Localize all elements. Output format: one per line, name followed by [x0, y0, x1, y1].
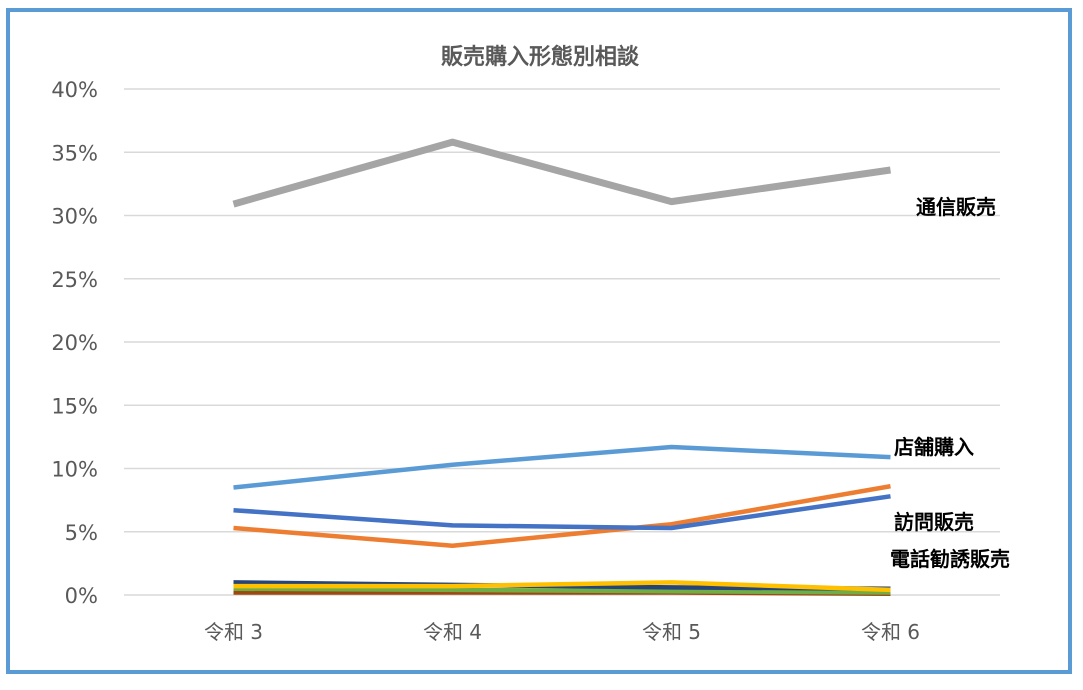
- annotation-denwa: 電話勧誘販売: [890, 547, 1010, 571]
- y-axis-ticks: 0% 5% 10% 15% 20% 25% 30% 35% 40%: [51, 78, 98, 608]
- y-tick-label: 5%: [65, 521, 98, 545]
- annotation-houmon: 訪問販売: [894, 510, 974, 534]
- y-tick-label: 35%: [51, 141, 98, 165]
- gridlines: [124, 88, 1000, 596]
- series-line-1: [233, 444, 891, 490]
- x-tick-label: 令和 5: [642, 620, 701, 644]
- x-tick-label: 令和 3: [204, 620, 263, 644]
- x-tick-label: 令和 6: [861, 620, 920, 644]
- annotations: 通信販売 店舗購入 訪問販売 電話勧誘販売: [890, 195, 1010, 571]
- annotation-tenpo: 店舗購入: [894, 435, 974, 459]
- series-line-6: [233, 586, 891, 595]
- y-tick-label: 40%: [51, 78, 98, 102]
- annotation-tsushin: 通信販売: [916, 195, 996, 219]
- series-line-2: [233, 494, 891, 531]
- x-axis-ticks: 令和 3 令和 4 令和 5 令和 6: [204, 620, 920, 644]
- chart-frame: [6, 8, 1072, 674]
- y-tick-label: 25%: [51, 268, 98, 292]
- y-tick-label: 30%: [51, 205, 98, 229]
- x-tick-label: 令和 4: [423, 620, 482, 644]
- series-line-4: [233, 580, 891, 593]
- y-tick-label: 0%: [65, 584, 98, 608]
- chart-title: 販売購入形態別相談: [441, 44, 640, 70]
- y-tick-label: 20%: [51, 331, 98, 355]
- y-tick-label: 10%: [51, 458, 98, 482]
- series-lines: [232, 138, 891, 596]
- series-line-0: [232, 138, 891, 208]
- series-line-3: [233, 483, 891, 548]
- y-tick-label: 15%: [51, 394, 98, 418]
